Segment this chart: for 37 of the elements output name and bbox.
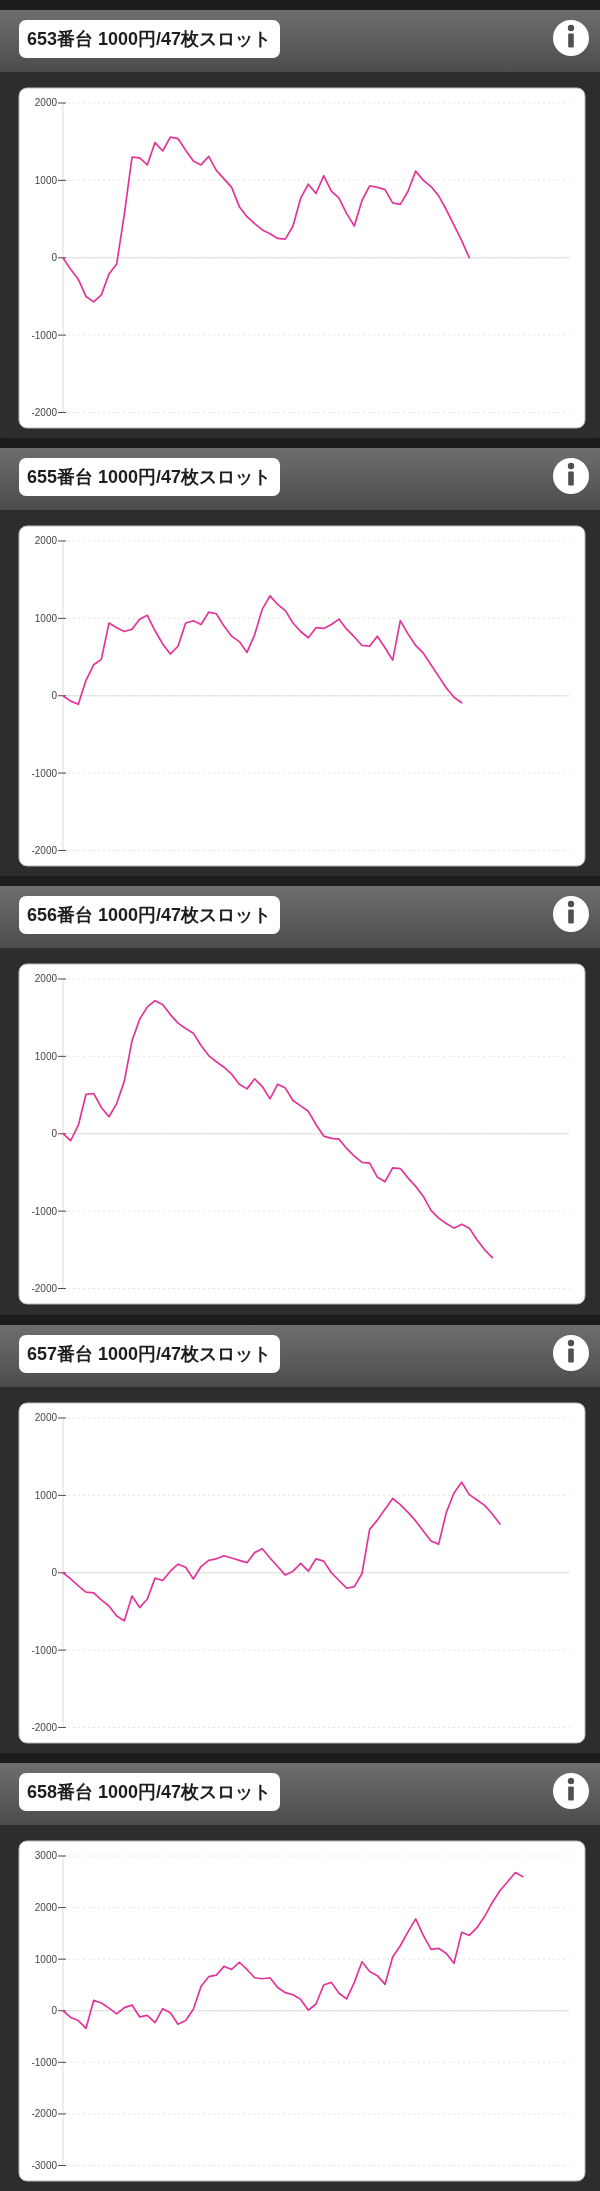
- y-tick-label: 0: [51, 1128, 58, 1140]
- y-tick-label: 0: [51, 2005, 58, 2017]
- line-series: [62, 1000, 494, 1259]
- chart-title: 656番台 1000円/47枚スロット: [27, 905, 272, 926]
- chart-title: 655番台 1000円/47枚スロット: [27, 467, 272, 488]
- y-tick-label: -2000: [31, 1283, 58, 1295]
- y-tick-label: 2000: [34, 1412, 58, 1424]
- y-tick-label: 3000: [34, 1850, 58, 1862]
- y-tick-label: 1000: [34, 1051, 58, 1063]
- y-tick-label: 1000: [34, 1953, 58, 1965]
- chart-title: 653番台 1000円/47枚スロット: [27, 29, 272, 50]
- y-tick-label: 1000: [34, 613, 58, 625]
- y-tick-label: 2000: [34, 1901, 58, 1913]
- y-tick-label: 0: [51, 252, 58, 264]
- y-tick-label: 0: [51, 690, 58, 702]
- y-tick-label: -1000: [31, 767, 58, 779]
- line-series: [62, 1480, 501, 1622]
- chart-title: 657番台 1000円/47枚スロット: [27, 1344, 272, 1365]
- y-tick-label: -2000: [31, 2108, 58, 2120]
- y-tick-label: -2000: [31, 406, 58, 418]
- y-tick-label: 2000: [34, 535, 58, 547]
- chart-title: 658番台 1000円/47枚スロット: [27, 1782, 272, 1803]
- line-series: [62, 1871, 524, 2029]
- y-tick-label: -1000: [31, 1206, 58, 1218]
- y-tick-label: 2000: [34, 973, 58, 985]
- y-tick-label: 0: [51, 1566, 58, 1578]
- y-tick-label: 2000: [34, 97, 58, 109]
- y-tick-label: -2000: [31, 845, 58, 857]
- line-series: [62, 595, 463, 706]
- y-tick-label: 1000: [34, 1489, 58, 1501]
- y-tick-label: -2000: [31, 1721, 58, 1733]
- line-series: [62, 136, 471, 303]
- y-tick-label: 1000: [34, 174, 58, 186]
- y-tick-label: -1000: [31, 329, 58, 341]
- y-tick-label: -3000: [31, 2159, 58, 2171]
- y-tick-label: -1000: [31, 2056, 58, 2068]
- y-tick-label: -1000: [31, 1644, 58, 1656]
